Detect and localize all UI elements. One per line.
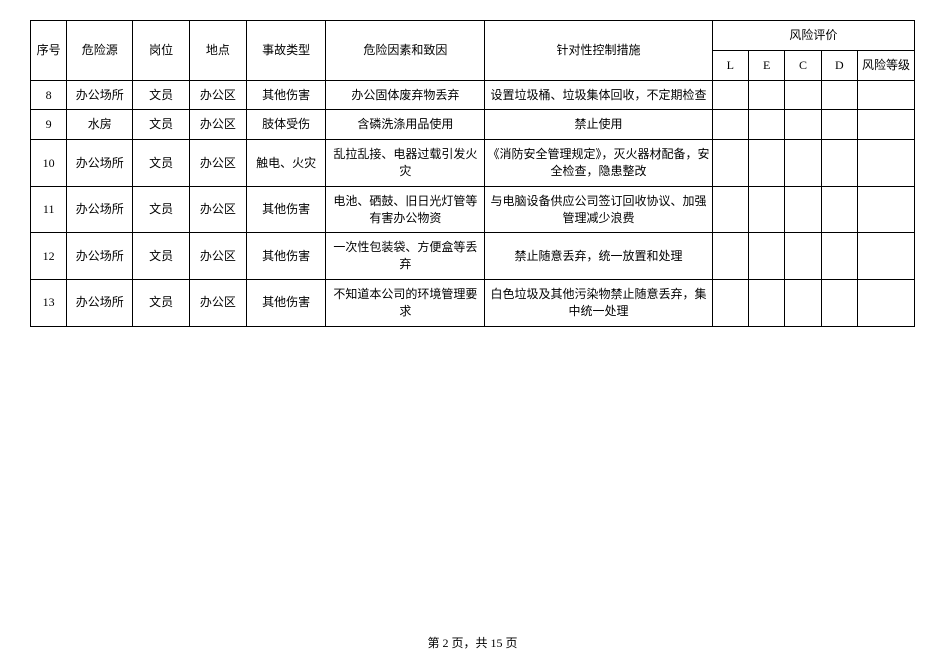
cell-source: 办公场所 bbox=[67, 279, 133, 326]
page-number: 第 2 页，共 15 页 bbox=[427, 636, 517, 650]
header-accident: 事故类型 bbox=[246, 21, 326, 81]
cell-location: 办公区 bbox=[190, 110, 247, 140]
cell-seq: 8 bbox=[31, 80, 67, 110]
header-e: E bbox=[749, 50, 785, 80]
cell-cause: 办公固体废弃物丢弃 bbox=[326, 80, 485, 110]
cell-control: 《消防安全管理规定》，灭火器材配备，安全检查，隐患整改 bbox=[485, 140, 712, 187]
cell-level bbox=[858, 140, 915, 187]
cell-location: 办公区 bbox=[190, 186, 247, 233]
cell-control: 禁止随意丢弃，统一放置和处理 bbox=[485, 233, 712, 280]
cell-l bbox=[712, 186, 748, 233]
cell-e bbox=[749, 233, 785, 280]
cell-level bbox=[858, 110, 915, 140]
cell-c bbox=[785, 186, 821, 233]
cell-e bbox=[749, 140, 785, 187]
cell-l bbox=[712, 110, 748, 140]
cell-seq: 10 bbox=[31, 140, 67, 187]
cell-source: 办公场所 bbox=[67, 140, 133, 187]
cell-accident: 其他伤害 bbox=[246, 233, 326, 280]
table-row: 12 办公场所 文员 办公区 其他伤害 一次性包装袋、方便盒等丢弃 禁止随意丢弃… bbox=[31, 233, 915, 280]
header-riskcause: 危险因素和致因 bbox=[326, 21, 485, 81]
cell-control: 设置垃圾桶、垃圾集体回收，不定期检查 bbox=[485, 80, 712, 110]
table-body: 8 办公场所 文员 办公区 其他伤害 办公固体废弃物丢弃 设置垃圾桶、垃圾集体回… bbox=[31, 80, 915, 326]
cell-cause: 含磷洗涤用品使用 bbox=[326, 110, 485, 140]
cell-cause: 电池、硒鼓、旧日光灯管等有害办公物资 bbox=[326, 186, 485, 233]
cell-c bbox=[785, 80, 821, 110]
header-d: D bbox=[821, 50, 857, 80]
table-row: 11 办公场所 文员 办公区 其他伤害 电池、硒鼓、旧日光灯管等有害办公物资 与… bbox=[31, 186, 915, 233]
header-location: 地点 bbox=[190, 21, 247, 81]
cell-e bbox=[749, 279, 785, 326]
header-l: L bbox=[712, 50, 748, 80]
cell-d bbox=[821, 279, 857, 326]
cell-accident: 肢体受伤 bbox=[246, 110, 326, 140]
cell-accident: 其他伤害 bbox=[246, 186, 326, 233]
cell-c bbox=[785, 140, 821, 187]
header-riskeval: 风险评价 bbox=[712, 21, 914, 51]
table-header: 序号 危险源 岗位 地点 事故类型 危险因素和致因 针对性控制措施 风险评价 L… bbox=[31, 21, 915, 81]
cell-d bbox=[821, 233, 857, 280]
table-row: 10 办公场所 文员 办公区 触电、火灾 乱拉乱接、电器过载引发火灾 《消防安全… bbox=[31, 140, 915, 187]
cell-cause: 不知道本公司的环境管理要求 bbox=[326, 279, 485, 326]
page-footer: 第 2 页，共 15 页 bbox=[0, 634, 945, 651]
cell-location: 办公区 bbox=[190, 233, 247, 280]
cell-post: 文员 bbox=[133, 233, 190, 280]
cell-c bbox=[785, 110, 821, 140]
cell-accident: 其他伤害 bbox=[246, 279, 326, 326]
header-row-1: 序号 危险源 岗位 地点 事故类型 危险因素和致因 针对性控制措施 风险评价 bbox=[31, 21, 915, 51]
cell-l bbox=[712, 80, 748, 110]
cell-seq: 9 bbox=[31, 110, 67, 140]
header-seq: 序号 bbox=[31, 21, 67, 81]
cell-post: 文员 bbox=[133, 110, 190, 140]
header-control: 针对性控制措施 bbox=[485, 21, 712, 81]
cell-source: 办公场所 bbox=[67, 80, 133, 110]
cell-source: 办公场所 bbox=[67, 186, 133, 233]
cell-e bbox=[749, 186, 785, 233]
cell-seq: 11 bbox=[31, 186, 67, 233]
cell-location: 办公区 bbox=[190, 279, 247, 326]
table-row: 9 水房 文员 办公区 肢体受伤 含磷洗涤用品使用 禁止使用 bbox=[31, 110, 915, 140]
cell-post: 文员 bbox=[133, 140, 190, 187]
cell-level bbox=[858, 186, 915, 233]
cell-d bbox=[821, 186, 857, 233]
cell-l bbox=[712, 140, 748, 187]
cell-post: 文员 bbox=[133, 80, 190, 110]
cell-seq: 13 bbox=[31, 279, 67, 326]
cell-control: 白色垃圾及其他污染物禁止随意丢弃，集中统一处理 bbox=[485, 279, 712, 326]
risk-assessment-table: 序号 危险源 岗位 地点 事故类型 危险因素和致因 针对性控制措施 风险评价 L… bbox=[30, 20, 915, 327]
cell-seq: 12 bbox=[31, 233, 67, 280]
table-row: 8 办公场所 文员 办公区 其他伤害 办公固体废弃物丢弃 设置垃圾桶、垃圾集体回… bbox=[31, 80, 915, 110]
cell-accident: 触电、火灾 bbox=[246, 140, 326, 187]
cell-level bbox=[858, 80, 915, 110]
cell-d bbox=[821, 110, 857, 140]
cell-cause: 乱拉乱接、电器过载引发火灾 bbox=[326, 140, 485, 187]
cell-location: 办公区 bbox=[190, 80, 247, 110]
header-source: 危险源 bbox=[67, 21, 133, 81]
cell-level bbox=[858, 233, 915, 280]
cell-d bbox=[821, 80, 857, 110]
cell-d bbox=[821, 140, 857, 187]
cell-source: 水房 bbox=[67, 110, 133, 140]
table-row: 13 办公场所 文员 办公区 其他伤害 不知道本公司的环境管理要求 白色垃圾及其… bbox=[31, 279, 915, 326]
cell-e bbox=[749, 110, 785, 140]
cell-post: 文员 bbox=[133, 186, 190, 233]
cell-control: 禁止使用 bbox=[485, 110, 712, 140]
header-level: 风险等级 bbox=[858, 50, 915, 80]
cell-source: 办公场所 bbox=[67, 233, 133, 280]
cell-c bbox=[785, 233, 821, 280]
cell-cause: 一次性包装袋、方便盒等丢弃 bbox=[326, 233, 485, 280]
cell-level bbox=[858, 279, 915, 326]
cell-post: 文员 bbox=[133, 279, 190, 326]
cell-control: 与电脑设备供应公司签订回收协议、加强管理减少浪费 bbox=[485, 186, 712, 233]
header-post: 岗位 bbox=[133, 21, 190, 81]
cell-location: 办公区 bbox=[190, 140, 247, 187]
cell-l bbox=[712, 233, 748, 280]
cell-c bbox=[785, 279, 821, 326]
cell-accident: 其他伤害 bbox=[246, 80, 326, 110]
header-c: C bbox=[785, 50, 821, 80]
cell-e bbox=[749, 80, 785, 110]
cell-l bbox=[712, 279, 748, 326]
